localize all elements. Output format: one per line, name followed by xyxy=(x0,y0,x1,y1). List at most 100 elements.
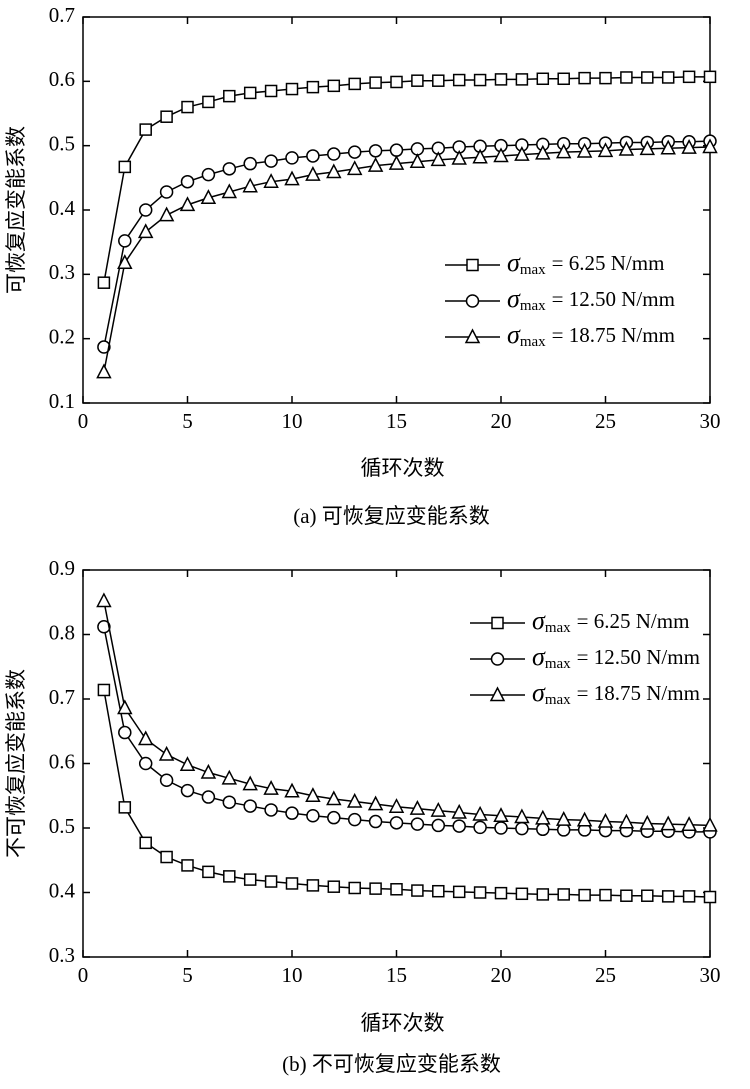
legend-label: σmax = 6.25 N/mm xyxy=(532,606,689,636)
x-tick-label: 0 xyxy=(78,963,89,987)
marker-square xyxy=(599,888,612,902)
y-tick-label: 0.5 xyxy=(49,131,75,155)
marker-square xyxy=(160,110,173,123)
marker-triangle xyxy=(681,816,697,832)
marker-triangle xyxy=(555,143,572,159)
marker-square xyxy=(327,79,341,93)
marker-square xyxy=(348,77,361,91)
marker-triangle xyxy=(96,592,112,608)
marker-square xyxy=(160,850,173,864)
marker-square xyxy=(202,865,215,879)
legend-label: σmax = 6.25 N/mm xyxy=(507,248,664,278)
marker-triangle xyxy=(597,142,614,158)
y-tick-label: 0.3 xyxy=(49,943,75,967)
marker-triangle xyxy=(681,138,697,154)
marker-circle xyxy=(490,652,505,666)
legend-subscript: max xyxy=(520,298,546,314)
marker-triangle xyxy=(409,800,426,815)
marker-triangle xyxy=(346,792,363,808)
legend-symbol: σ xyxy=(507,320,521,349)
legend-name: = 12.50 N/mm xyxy=(577,645,700,669)
marker-circle xyxy=(536,822,550,837)
marker-triangle xyxy=(221,769,238,785)
marker-square xyxy=(139,836,152,850)
caption: (a) 可恢复应变能系数 xyxy=(293,504,490,528)
marker-triangle xyxy=(388,155,405,170)
marker-circle xyxy=(452,819,466,833)
marker-square xyxy=(703,70,717,84)
caption: (b) 不可恢复应变能系数 xyxy=(282,1052,501,1076)
marker-triangle xyxy=(117,699,133,715)
marker-circle xyxy=(97,620,111,634)
marker-triangle xyxy=(576,142,593,158)
legend-name: = 18.75 N/mm xyxy=(552,323,675,347)
marker-triangle xyxy=(179,756,196,772)
marker-triangle xyxy=(660,815,676,831)
x-tick-label: 10 xyxy=(282,963,303,987)
marker-circle xyxy=(264,803,278,817)
legend-name: = 12.50 N/mm xyxy=(552,287,675,311)
marker-square xyxy=(285,82,299,96)
legend-name: = 18.75 N/mm xyxy=(577,681,700,705)
marker-square xyxy=(536,72,550,86)
marker-triangle xyxy=(305,787,321,802)
marker-circle xyxy=(465,294,480,308)
marker-triangle xyxy=(137,223,154,239)
legend-symbol: σ xyxy=(532,642,546,671)
series-line xyxy=(103,140,711,348)
marker-square xyxy=(306,80,320,94)
x-tick-label: 5 xyxy=(182,963,193,987)
y-axis-label: 不可恢复应变能系数 xyxy=(4,669,28,858)
marker-square xyxy=(118,160,132,174)
marker-square xyxy=(285,877,299,890)
marker-triangle xyxy=(367,156,384,172)
marker-square xyxy=(494,73,508,86)
marker-circle xyxy=(515,821,529,836)
marker-triangle xyxy=(618,813,635,829)
x-tick-label: 20 xyxy=(491,409,512,433)
marker-square xyxy=(264,875,278,888)
legend-label: σmax = 12.50 N/mm xyxy=(532,642,700,672)
marker-circle xyxy=(327,147,341,161)
marker-triangle xyxy=(660,139,676,155)
marker-circle xyxy=(410,142,425,156)
marker-circle xyxy=(222,162,237,176)
marker-circle xyxy=(327,810,341,825)
marker-square xyxy=(369,882,382,895)
x-tick-label: 15 xyxy=(386,963,407,987)
x-tick-label: 30 xyxy=(700,963,721,987)
marker-circle xyxy=(118,725,132,740)
legend-subscript: max xyxy=(545,620,571,636)
marker-square xyxy=(139,123,152,136)
marker-square xyxy=(536,888,550,901)
marker-triangle xyxy=(137,730,154,746)
marker-triangle xyxy=(451,803,467,819)
marker-square xyxy=(348,881,361,895)
marker-square xyxy=(243,873,257,886)
marker-triangle xyxy=(284,782,300,798)
marker-triangle xyxy=(242,177,258,193)
marker-circle xyxy=(306,808,320,823)
marker-square xyxy=(578,71,591,85)
y-tick-label: 0.1 xyxy=(49,389,75,413)
x-tick-label: 30 xyxy=(700,409,721,433)
marker-triangle xyxy=(263,780,279,795)
marker-triangle xyxy=(618,140,635,156)
marker-square xyxy=(369,76,382,89)
legend-symbol: σ xyxy=(532,678,546,707)
marker-triangle xyxy=(430,151,447,167)
marker-circle xyxy=(285,151,299,165)
marker-square xyxy=(557,72,570,86)
marker-triangle xyxy=(555,810,572,826)
marker-square xyxy=(432,74,445,87)
marker-triangle xyxy=(284,170,300,186)
legend-symbol: σ xyxy=(507,248,521,277)
y-tick-label: 0.2 xyxy=(49,324,75,348)
marker-circle xyxy=(347,145,362,159)
marker-triangle xyxy=(242,775,258,791)
marker-square xyxy=(181,859,194,872)
marker-square xyxy=(682,70,696,84)
marker-square xyxy=(466,258,479,272)
marker-triangle xyxy=(305,165,321,181)
marker-triangle xyxy=(96,363,112,379)
